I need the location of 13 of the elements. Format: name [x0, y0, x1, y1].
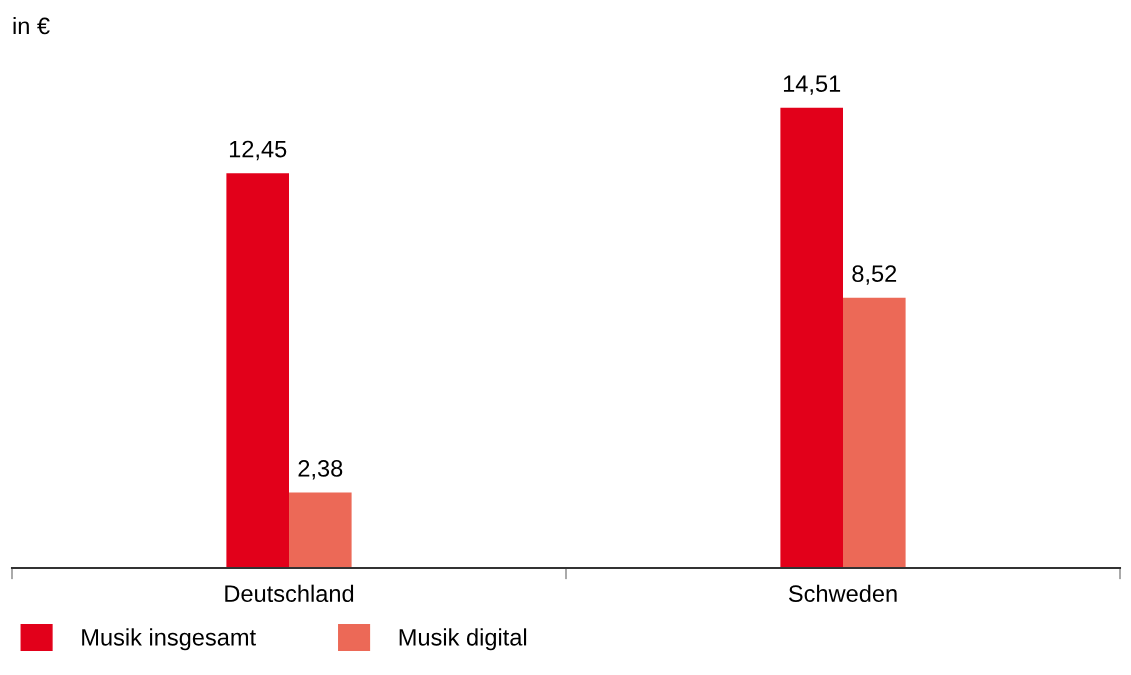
- bar: [843, 297, 906, 568]
- data-label: 8,52: [852, 265, 897, 285]
- bar: [226, 173, 289, 568]
- legend-label: Musik insgesamt: [82, 628, 256, 651]
- x-tick-label: Schweden: [788, 584, 897, 603]
- bar: [780, 107, 843, 568]
- data-label: 14,51: [783, 75, 841, 95]
- legend-label: Musik digital: [399, 628, 527, 651]
- x-tick-label: Deutschland: [225, 584, 354, 603]
- data-label: 2,38: [298, 460, 343, 480]
- bar: [289, 492, 352, 568]
- y-axis-title: in €: [13, 17, 50, 35]
- data-label: 12,45: [229, 140, 287, 161]
